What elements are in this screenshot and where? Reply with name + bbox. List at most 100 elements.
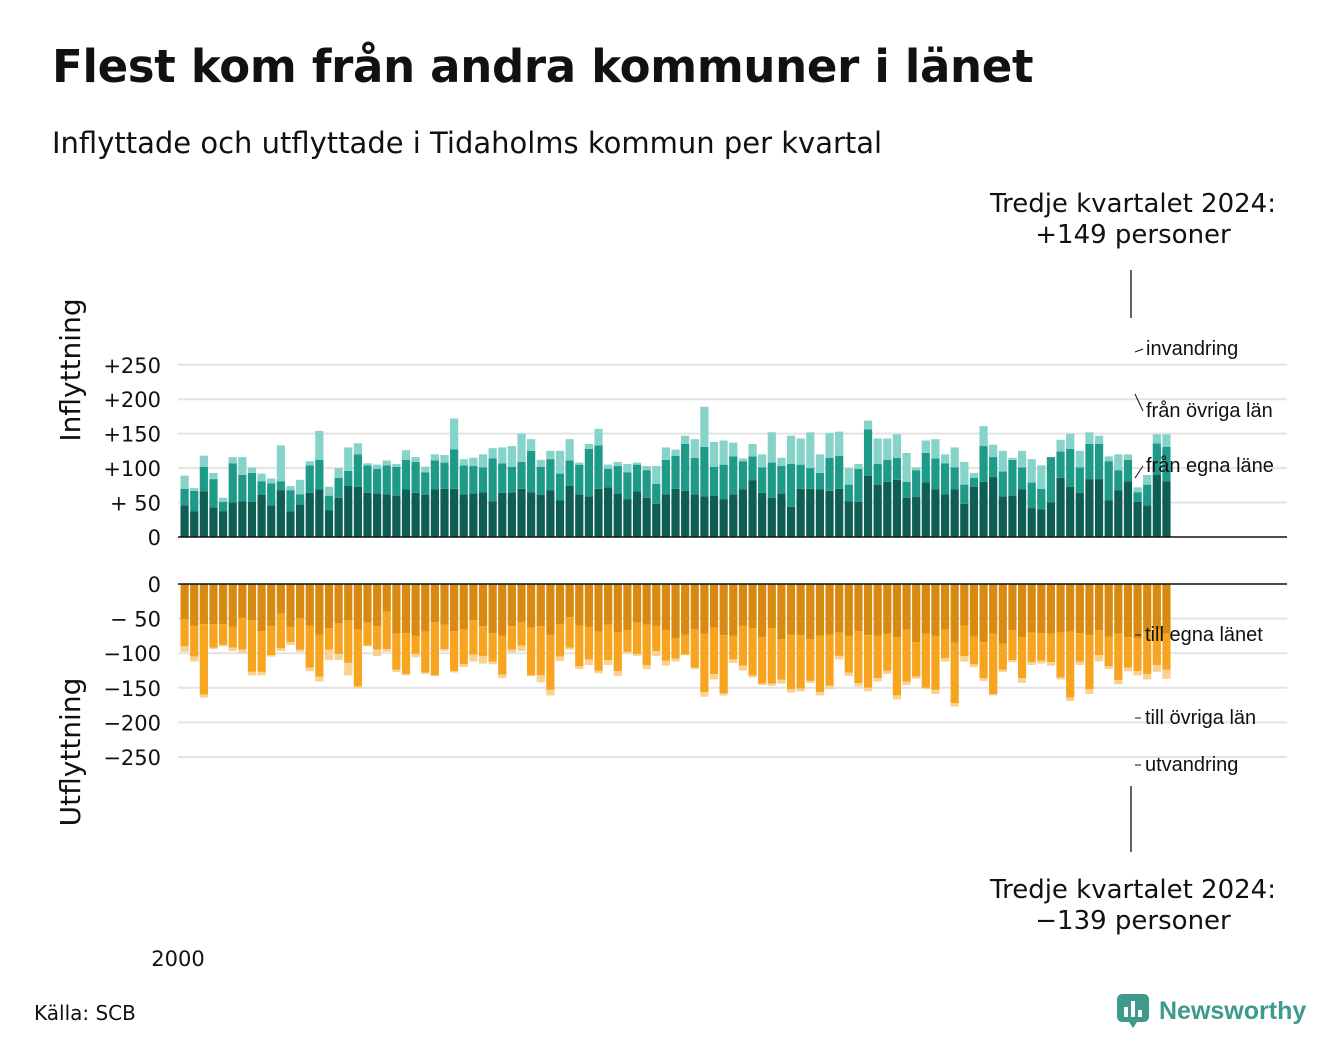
inflow-bar-2 — [488, 458, 497, 502]
outflow-bar-1 — [835, 584, 844, 633]
outflow-bar-1 — [729, 584, 738, 636]
outflow-bar-2 — [921, 633, 930, 688]
inflow-bar-1 — [700, 496, 709, 537]
outflow-ytick-label: −150 — [103, 677, 161, 701]
outflow-bar-1 — [517, 584, 526, 623]
inflow-bar-2 — [892, 457, 902, 480]
outflow-bar-3 — [979, 678, 988, 681]
outflow-bar-3 — [469, 654, 478, 662]
outflow-bar-2 — [613, 632, 622, 672]
outflow-bar-1 — [700, 584, 709, 634]
inflow-bar-1 — [921, 482, 930, 537]
inflow-bar-2 — [450, 449, 459, 489]
outflow-bar-3 — [1027, 662, 1036, 665]
inflow-bar-1 — [478, 492, 488, 537]
outflow-bar-2 — [373, 626, 382, 650]
outflow-bar-1 — [238, 584, 247, 618]
outflow-bar-2 — [738, 625, 748, 666]
inflow-bar-1 — [690, 494, 699, 537]
outflow-bar-3 — [902, 681, 911, 686]
inflow-bar-3 — [786, 435, 796, 464]
inflow-bar-3 — [180, 475, 189, 489]
inflow-bar-3 — [1133, 487, 1142, 493]
inflow-bar-3 — [382, 460, 391, 466]
outflow-bar-2 — [969, 636, 979, 665]
inflow-bar-3 — [1027, 459, 1036, 483]
outflow-bar-2 — [276, 613, 285, 649]
inflow-bar-2 — [1008, 459, 1017, 496]
inflow-bar-1 — [709, 495, 719, 537]
outflow-bar-3 — [700, 691, 709, 697]
inflow-bar-2 — [912, 470, 921, 498]
outflow-legend-label: till övriga län — [1145, 707, 1256, 729]
outflow-bar-1 — [334, 584, 343, 624]
inflow-bar-3 — [863, 420, 873, 430]
inflow-bar-3 — [546, 450, 555, 460]
outflow-bar-1 — [421, 584, 430, 632]
outflow-bar-1 — [450, 584, 459, 632]
outflow-bar-1 — [681, 584, 690, 635]
inflow-bar-2 — [844, 484, 853, 502]
outflow-bar-1 — [392, 584, 401, 634]
inflow-bar-3 — [324, 486, 334, 496]
outflow-bar-2 — [854, 631, 863, 683]
outflow-bar-3 — [835, 655, 844, 660]
outflow-bar-2 — [199, 624, 208, 695]
inflow-bar-3 — [238, 457, 247, 475]
inflow-bar-3 — [209, 472, 218, 480]
outflow-bar-2 — [863, 635, 873, 688]
inflow-bar-2 — [1104, 461, 1113, 501]
outflow-bars — [180, 584, 1171, 707]
outflow-bar-1 — [613, 584, 622, 633]
inflow-bar-2 — [979, 446, 988, 482]
inflow-bar-3 — [642, 466, 651, 471]
inflow-bar-2 — [382, 465, 391, 495]
outflow-bar-2 — [632, 622, 642, 654]
inflow-bar-2 — [334, 477, 343, 498]
outflow-bar-3 — [440, 649, 449, 652]
inflow-legend-label: invandring — [1146, 338, 1238, 360]
inflow-bar-2 — [247, 472, 257, 502]
outflow-bar-3 — [1143, 673, 1152, 680]
outflow-bar-2 — [767, 628, 776, 684]
inflow-bar-2 — [681, 443, 690, 491]
outflow-bar-2 — [729, 635, 738, 660]
outflow-bar-1 — [257, 584, 266, 632]
inflow-bar-2 — [565, 460, 574, 487]
outflow-bar-2 — [219, 624, 228, 645]
outflow-bar-2 — [353, 629, 362, 687]
outflow-bar-3 — [565, 647, 574, 650]
brand-logo[interactable]: Newsworthy — [1117, 994, 1306, 1028]
outflow-bar-2 — [228, 626, 237, 648]
inflow-bar-1 — [353, 486, 362, 537]
inflow-bar-2 — [219, 501, 228, 512]
inflow-bar-3 — [276, 445, 285, 482]
outflow-bar-3 — [738, 665, 748, 671]
inflow-bar-3 — [305, 461, 314, 466]
inflow-bar-1 — [315, 489, 324, 537]
outflow-bar-3 — [507, 649, 516, 653]
outflow-bar-2 — [1085, 635, 1094, 690]
inflow-bar-2 — [1152, 443, 1161, 475]
inflow-bar-3 — [892, 434, 902, 458]
inflow-bar-2 — [1027, 482, 1036, 509]
outflow-bar-2 — [642, 624, 651, 665]
inflow-bar-1 — [219, 511, 228, 537]
inflow-bar-2 — [440, 462, 449, 489]
outflow-bar-1 — [989, 584, 998, 634]
outflow-bar-1 — [1152, 584, 1161, 630]
inflow-legend-label: från övriga län — [1146, 400, 1273, 422]
inflow-bar-3 — [228, 457, 237, 464]
inflow-bar-2 — [1114, 470, 1123, 491]
inflow-bar-1 — [324, 510, 334, 537]
gridlines — [178, 363, 1287, 758]
outflow-bar-1 — [373, 584, 382, 627]
outflow-bar-3 — [421, 672, 430, 674]
inflow-bar-2 — [286, 490, 295, 512]
inflow-bar-1 — [902, 497, 911, 537]
inflow-bar-2 — [209, 479, 218, 508]
inflow-bar-3 — [247, 467, 257, 473]
outflow-bar-3 — [950, 703, 959, 707]
outflow-bar-1 — [469, 584, 478, 620]
inflow-bar-1 — [498, 492, 507, 537]
